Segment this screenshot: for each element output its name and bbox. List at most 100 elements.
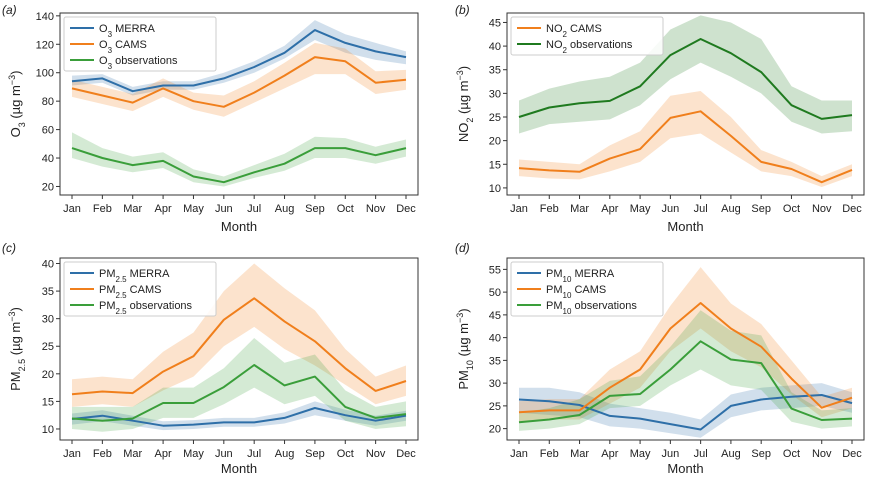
y-tick-label: 25 bbox=[489, 401, 501, 413]
x-tick-label-feb: Feb bbox=[93, 448, 112, 460]
series-line-cams bbox=[518, 110, 853, 184]
x-tick-label-jun: Jun bbox=[661, 448, 679, 460]
y-tick-label: 15 bbox=[42, 396, 54, 408]
y-tick-label: 20 bbox=[489, 424, 501, 436]
y-tick-label: 20 bbox=[42, 181, 54, 193]
uncertainty-band-observations bbox=[519, 15, 852, 134]
series-line-observations bbox=[71, 364, 407, 422]
x-axis-label: Month bbox=[667, 219, 703, 234]
series-line-observations bbox=[518, 340, 853, 424]
panel-label: (b) bbox=[455, 3, 470, 17]
y-tick-label: 25 bbox=[489, 112, 501, 124]
series-line-observations bbox=[71, 147, 407, 184]
uncertainty-band-merra bbox=[72, 20, 406, 96]
x-tick-label-sep: Sep bbox=[305, 448, 325, 460]
uncertainty-band-cams bbox=[72, 263, 406, 407]
y-tick-label: 40 bbox=[489, 41, 501, 53]
plot-series-group bbox=[518, 15, 853, 187]
y-tick-label: 15 bbox=[489, 159, 501, 171]
x-tick-label-jun: Jun bbox=[661, 203, 679, 215]
y-tick-label: 30 bbox=[489, 378, 501, 390]
x-tick-label-nov: Nov bbox=[812, 448, 832, 460]
y-tick-label: 45 bbox=[489, 310, 501, 322]
chart-panel-pm10: 20 25 30 35 40 45 50 55 Jan Feb Mar Apr May Jun Jul Aug… bbox=[455, 241, 865, 476]
x-tick-label-jul: Jul bbox=[694, 448, 708, 460]
uncertainty-band-merra bbox=[519, 383, 852, 438]
legend-entry-cams: O3 CAMS bbox=[99, 39, 147, 55]
y-tick-label: 25 bbox=[42, 341, 54, 353]
x-tick-label-mar: Mar bbox=[570, 448, 589, 460]
y-tick-label: 10 bbox=[489, 183, 501, 195]
legend-entry-observations: NO2 observations bbox=[546, 39, 633, 55]
uncertainty-band-cams bbox=[72, 42, 406, 117]
y-tick-label: 55 bbox=[489, 264, 501, 276]
x-tick-label-jan: Jan bbox=[510, 203, 528, 215]
x-tick-label-apr: Apr bbox=[155, 203, 172, 215]
legend-entry-observations: PM10 observations bbox=[546, 300, 637, 316]
x-tick-label-sep: Sep bbox=[751, 203, 771, 215]
x-tick-label-mar: Mar bbox=[570, 203, 589, 215]
legend-entry-merra: PM2.5 MERRA bbox=[99, 268, 170, 284]
y-tick-label: 40 bbox=[42, 259, 54, 271]
y-tick-label: 120 bbox=[36, 39, 54, 51]
panel-label: (a) bbox=[2, 3, 17, 17]
x-tick-label-jul: Jul bbox=[247, 203, 261, 215]
x-axis-label: Month bbox=[221, 219, 257, 234]
series-line-merra bbox=[71, 29, 407, 93]
x-tick-label-nov: Nov bbox=[366, 448, 386, 460]
legend-box bbox=[510, 16, 664, 56]
y-tick-label: 140 bbox=[36, 11, 54, 23]
x-tick-label-dec: Dec bbox=[842, 203, 862, 215]
legend-box bbox=[63, 261, 217, 317]
y-axis-label: O3 (µg m−3) bbox=[7, 71, 27, 138]
chart-panel-pm2-5: 10 15 20 25 30 35 40 Jan Feb Mar Apr May Jun Jul Aug Se… bbox=[2, 241, 419, 476]
plot-series-group bbox=[71, 263, 407, 432]
y-tick-label: 100 bbox=[36, 68, 54, 80]
y-tick-label: 10 bbox=[42, 424, 54, 436]
legend-box bbox=[63, 16, 217, 72]
x-axis-label: Month bbox=[221, 461, 257, 476]
y-tick-label: 20 bbox=[489, 136, 501, 148]
y-tick-label: 40 bbox=[489, 333, 501, 345]
x-tick-label-jul: Jul bbox=[247, 448, 261, 460]
x-tick-label-feb: Feb bbox=[540, 448, 559, 460]
x-tick-label-jul: Jul bbox=[694, 203, 708, 215]
panel-label: (c) bbox=[2, 241, 16, 255]
series-line-cams bbox=[71, 56, 407, 108]
x-tick-label-mar: Mar bbox=[123, 203, 142, 215]
series-line-observations bbox=[518, 38, 853, 120]
legend-entry-cams: PM2.5 CAMS bbox=[99, 284, 161, 300]
x-tick-label-sep: Sep bbox=[751, 448, 771, 460]
x-tick-label-nov: Nov bbox=[812, 203, 832, 215]
x-tick-label-dec: Dec bbox=[396, 203, 416, 215]
x-tick-label-oct: Oct bbox=[783, 203, 800, 215]
x-tick-label-jan: Jan bbox=[63, 448, 81, 460]
x-tick-label-jan: Jan bbox=[63, 203, 81, 215]
chart-panel-o3: 20 40 60 80 100 120 140 Jan Feb Mar Apr May Jun Jul Au… bbox=[2, 3, 419, 234]
x-tick-label-jun: Jun bbox=[215, 203, 233, 215]
y-tick-label: 60 bbox=[42, 125, 54, 137]
x-tick-label-feb: Feb bbox=[93, 203, 112, 215]
legend-entry-observations: PM2.5 observations bbox=[99, 300, 193, 316]
x-tick-label-apr: Apr bbox=[601, 448, 618, 460]
x-tick-label-oct: Oct bbox=[337, 203, 354, 215]
legend-entry-merra: O3 MERRA bbox=[99, 23, 155, 39]
x-tick-label-aug: Aug bbox=[275, 448, 295, 460]
x-tick-label-aug: Aug bbox=[721, 448, 741, 460]
chart-panel-no2: 10 15 20 25 30 35 40 45 Jan Feb Mar Apr May Jun Jul Aug… bbox=[455, 3, 865, 234]
x-tick-label-sep: Sep bbox=[305, 203, 325, 215]
x-tick-label-may: May bbox=[183, 203, 204, 215]
y-tick-label: 20 bbox=[42, 369, 54, 381]
x-tick-label-may: May bbox=[630, 448, 651, 460]
x-tick-label-jun: Jun bbox=[215, 448, 233, 460]
y-tick-label: 80 bbox=[42, 96, 54, 108]
legend-box bbox=[510, 261, 664, 317]
series-line-cams bbox=[518, 302, 853, 414]
y-axis-label: PM2.5 (µg m−3) bbox=[7, 307, 27, 391]
plot-series-group bbox=[71, 20, 407, 187]
legend-entry-observations: O3 observations bbox=[99, 55, 178, 71]
